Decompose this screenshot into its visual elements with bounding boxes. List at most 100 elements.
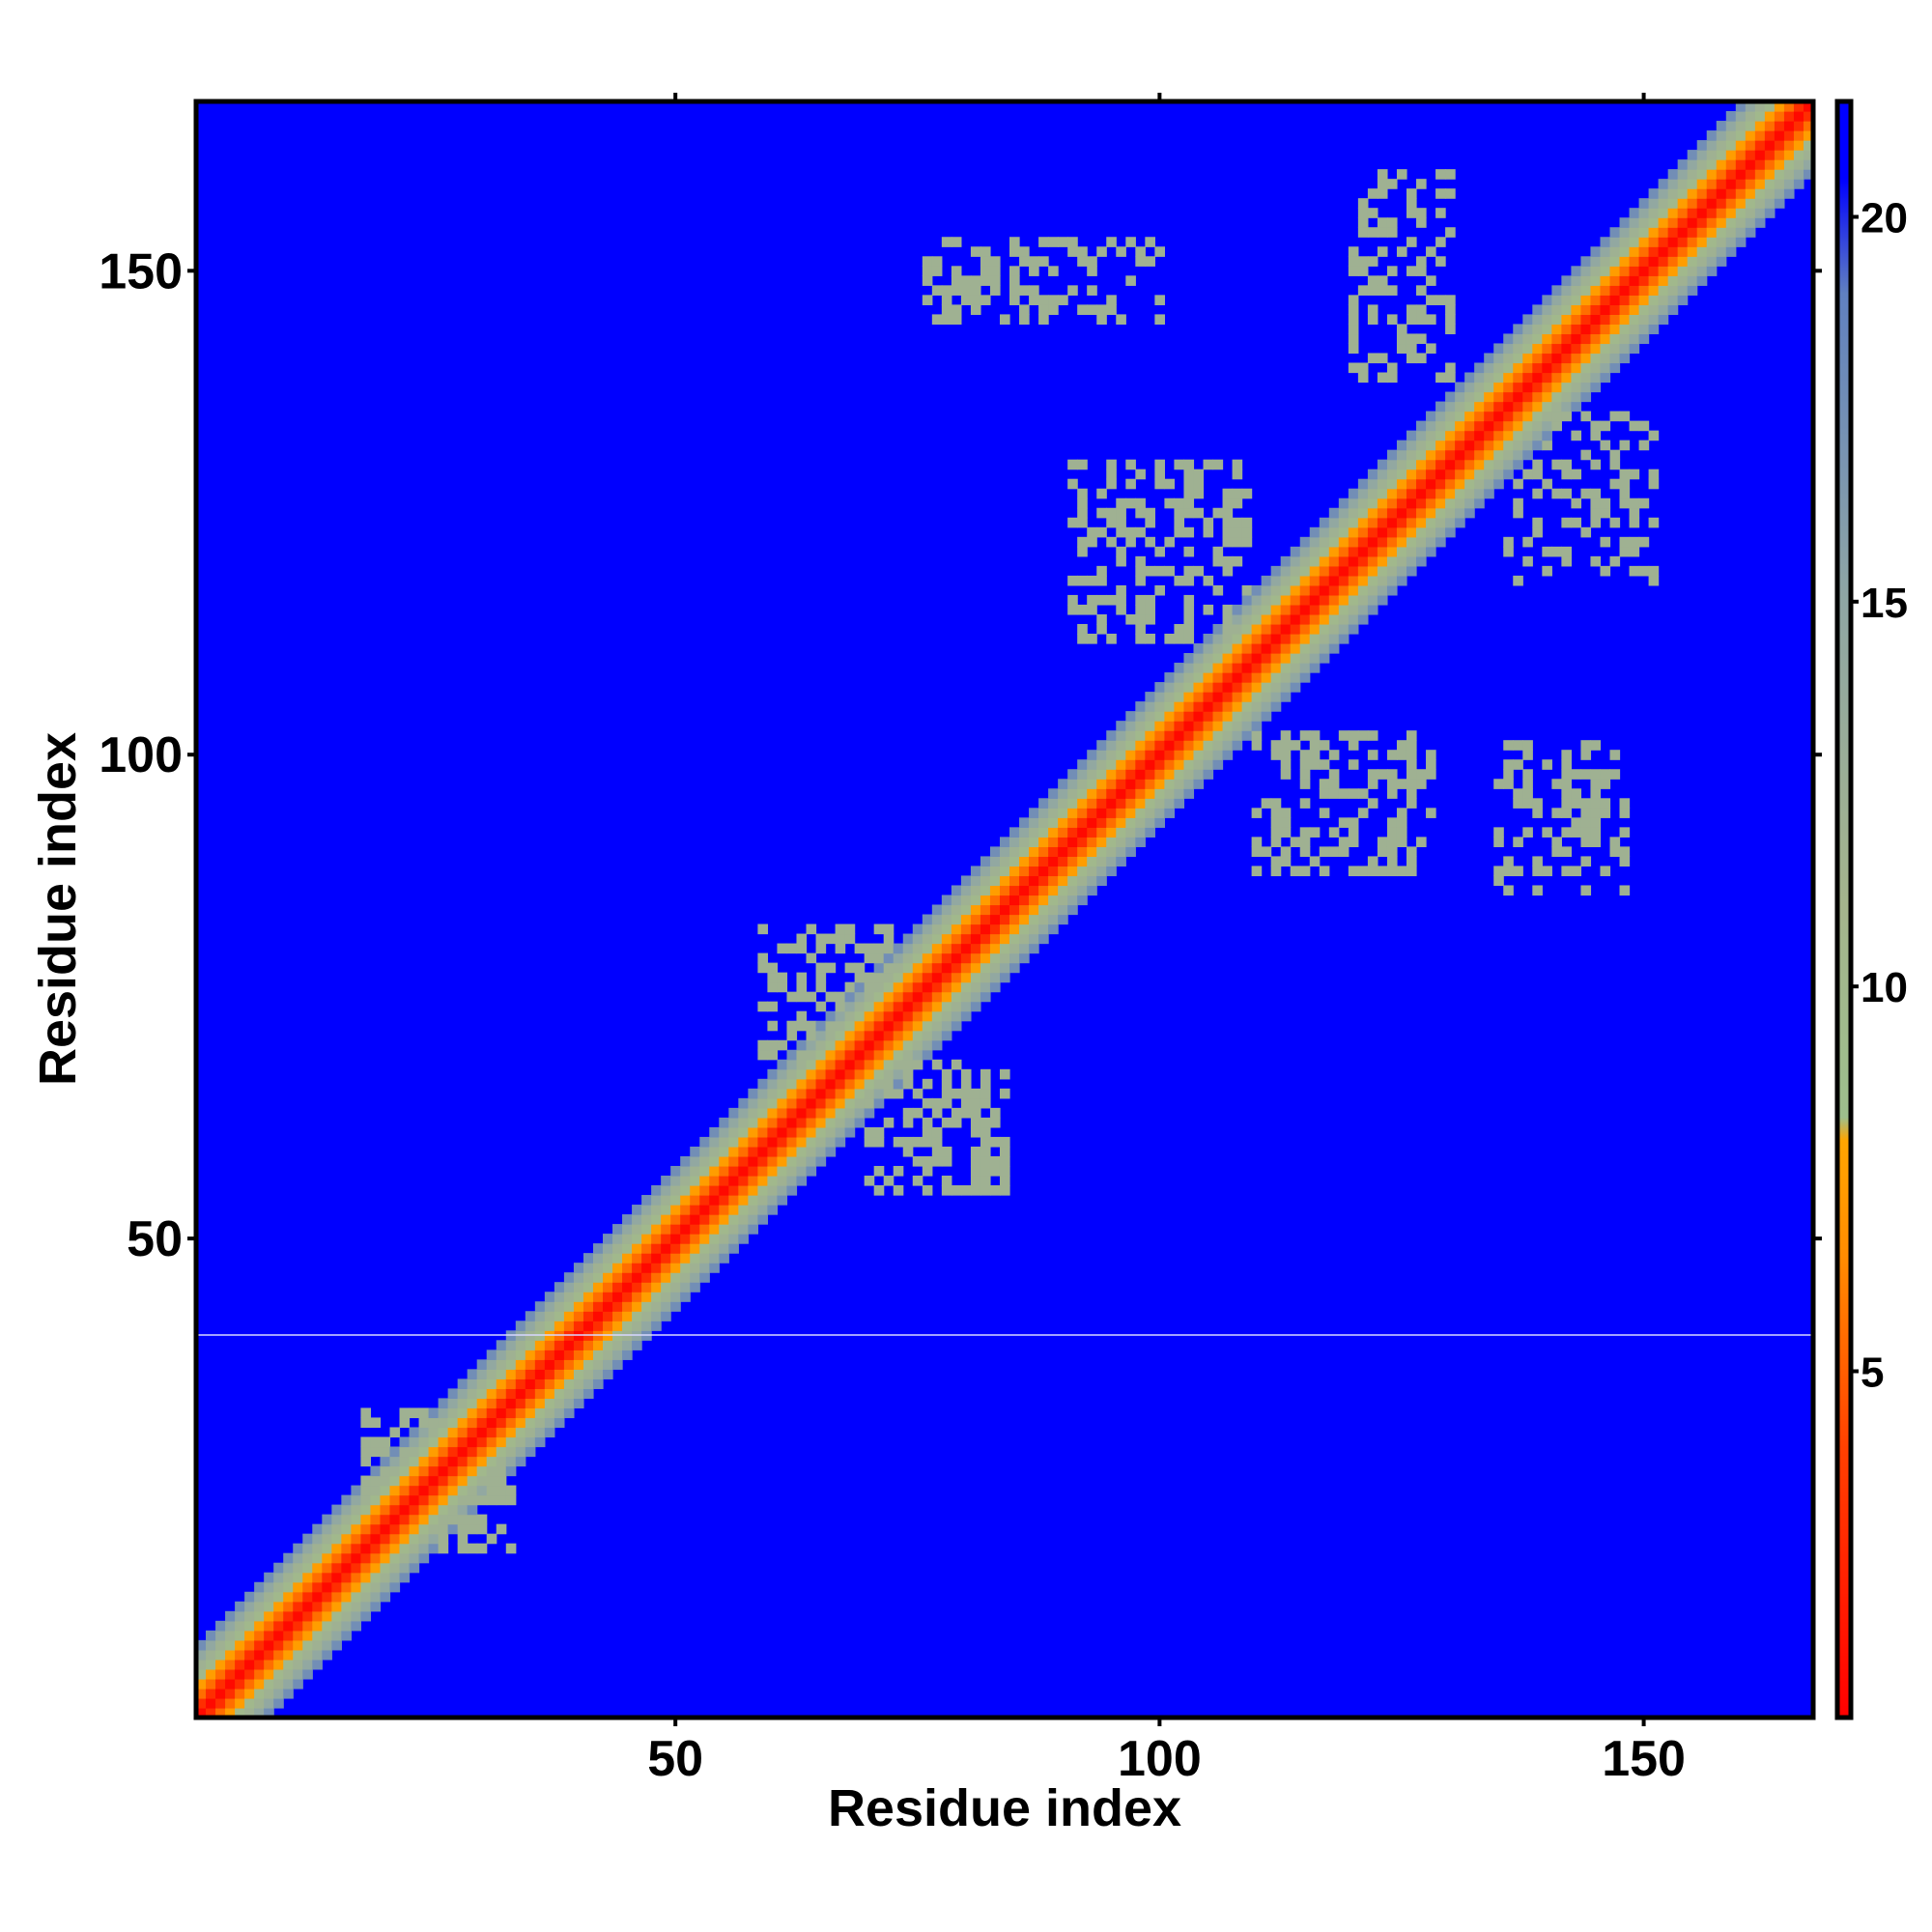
heatmap-cell [563,1378,575,1389]
heatmap-cell [1522,430,1533,441]
heatmap-cell [409,1427,420,1438]
heatmap-cell [1154,469,1165,480]
heatmap-cell [622,1214,633,1225]
heatmap-cell [1658,188,1669,199]
heatmap-cell [757,1049,769,1061]
heatmap-cell [864,1078,875,1090]
heatmap-cell [447,1465,459,1477]
heatmap-cell [941,1146,952,1157]
heatmap-cell [1222,555,1234,567]
heatmap-cell [728,1155,739,1167]
heatmap-cell [1600,353,1611,364]
heatmap-cell [1561,362,1572,374]
heatmap-cell [980,981,991,993]
heatmap-cell [312,1649,323,1661]
heatmap-cell [670,1185,681,1196]
heatmap-cell [1077,788,1088,799]
heatmap-cell [1590,808,1602,818]
heatmap-cell [815,933,827,945]
heatmap-cell [341,1562,352,1574]
heatmap-cell [1522,353,1533,364]
heatmap-cell [1145,237,1155,247]
heatmap-cell [525,1417,536,1429]
heatmap-cell [1309,575,1321,586]
heatmap-cell [1609,353,1621,364]
heatmap-cell [1328,769,1340,780]
heatmap-cell [941,1097,952,1109]
x-tick-label: 50 [647,1731,703,1787]
heatmap-cell [476,1369,488,1379]
heatmap-cell [651,1272,662,1283]
heatmap-cell [1009,923,1020,935]
heatmap-cell [1571,333,1582,345]
heatmap-cell [1629,565,1640,577]
heatmap-cell [1629,324,1640,335]
heatmap-cell [1532,517,1543,528]
heatmap-cell [1793,130,1804,141]
heatmap-cell [1357,256,1369,267]
heatmap-cell [1019,875,1030,887]
heatmap-cell [1571,391,1582,403]
heatmap-cell [563,1282,575,1293]
heatmap-cell [603,1340,613,1350]
heatmap-cell [1406,440,1417,451]
heatmap-cell [1096,846,1107,857]
heatmap-cell [1212,584,1224,596]
heatmap-cell [1629,546,1640,557]
heatmap-cell [264,1678,274,1690]
heatmap-cell [399,1456,411,1467]
heatmap-cell [680,1165,691,1177]
heatmap-cell [1058,904,1068,916]
heatmap-cell [999,1165,1010,1177]
heatmap-cell [941,972,952,983]
heatmap-cell [1261,623,1272,635]
heatmap-cell [1484,372,1494,384]
heatmap-cell [844,933,856,945]
heatmap-cell [864,1107,875,1119]
heatmap-cell [582,1388,594,1400]
heatmap-cell [360,1446,372,1458]
heatmap-cell [951,1088,962,1099]
heatmap-cell [1406,740,1417,751]
heatmap-cell [1212,692,1224,702]
heatmap-cell [1203,663,1214,673]
heatmap-cell [1183,497,1195,509]
heatmap-cell [447,1475,459,1487]
heatmap-cell [1290,633,1301,644]
heatmap-cell [1386,584,1398,596]
colorbar-tick-label: 10 [1861,964,1908,1011]
heatmap-cell [1696,179,1708,189]
heatmap-cell [825,1136,837,1148]
heatmap-cell [351,1581,361,1593]
heatmap-cell [273,1688,284,1699]
heatmap-cell [1571,314,1582,326]
heatmap-cell [1484,391,1494,403]
heatmap-cell [883,1059,895,1070]
heatmap-cell [428,1427,440,1438]
heatmap-cell [1338,497,1350,509]
heatmap-cell [438,1407,449,1419]
heatmap-cell [1009,962,1020,974]
heatmap-cell [912,943,923,954]
heatmap-cell [215,1620,226,1632]
heatmap-cell [1067,837,1078,847]
heatmap-cell [1087,633,1097,644]
heatmap-cell [1174,633,1185,644]
heatmap-cell [719,1195,729,1206]
heatmap-cell [1280,555,1292,567]
heatmap-cell [1619,295,1631,305]
heatmap-cell [641,1301,652,1312]
heatmap-cell [370,1446,382,1458]
heatmap-cell [1222,701,1234,712]
heatmap-cell [1696,227,1708,238]
heatmap-cell [1067,875,1078,887]
heatmap-cell [970,885,981,896]
heatmap-cell [873,1097,885,1109]
heatmap-cell [360,1533,372,1545]
heatmap-cell [1270,663,1282,673]
heatmap-cell [1764,121,1776,131]
heatmap-cell [680,1263,691,1273]
heatmap-cell [1445,295,1456,305]
heatmap-cell [815,1136,827,1148]
heatmap-cell [1445,526,1456,538]
